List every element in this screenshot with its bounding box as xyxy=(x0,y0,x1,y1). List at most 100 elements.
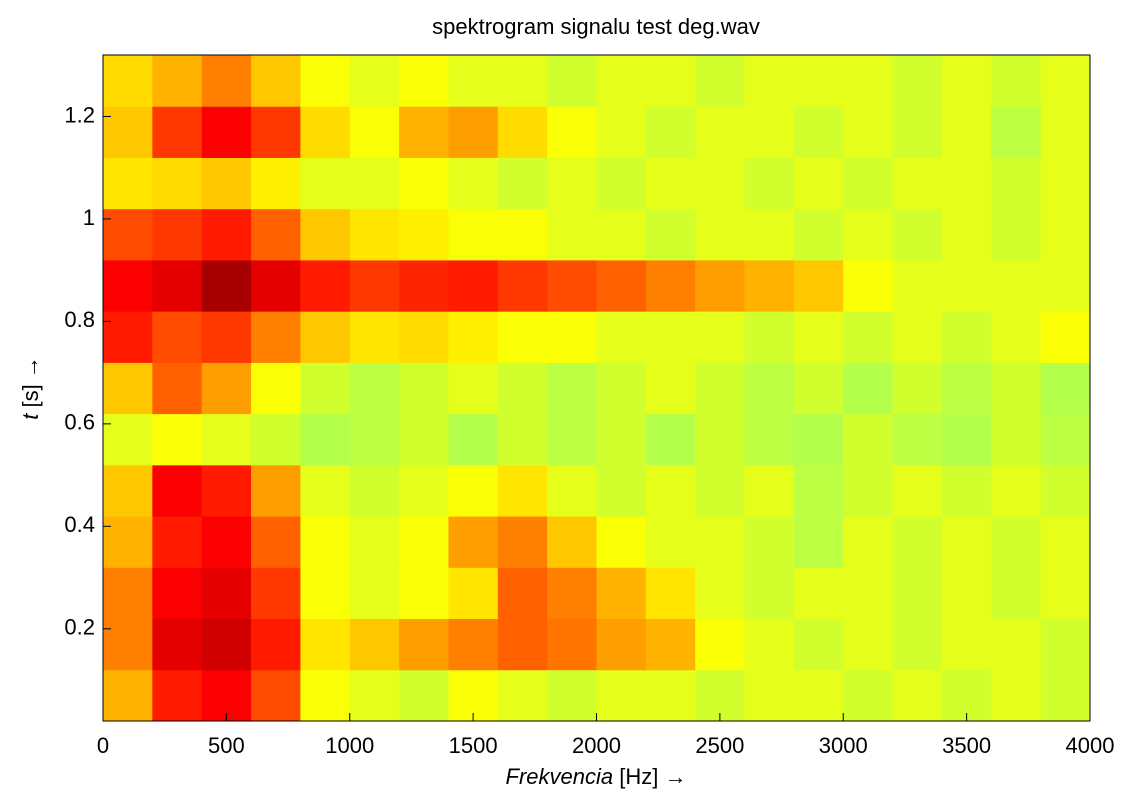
heatmap-cell xyxy=(744,208,795,261)
heatmap-cell xyxy=(201,106,252,158)
heatmap-cell xyxy=(596,516,647,568)
heatmap-cell xyxy=(793,259,844,312)
heatmap-cell xyxy=(349,516,400,568)
heatmap-cell xyxy=(399,208,449,261)
heatmap-cell xyxy=(695,55,746,107)
heatmap-cell xyxy=(843,413,894,466)
heatmap-cell xyxy=(547,618,597,671)
heatmap-cell xyxy=(349,208,400,261)
heatmap-cell xyxy=(695,669,746,722)
heatmap-cell xyxy=(645,157,696,210)
heatmap-cell xyxy=(547,669,597,722)
heatmap-cell xyxy=(1040,208,1091,261)
heatmap-cell xyxy=(201,669,252,722)
heatmap-cell xyxy=(843,106,894,158)
y-tick-label: 0.6 xyxy=(64,410,95,435)
heatmap-cell xyxy=(645,259,696,312)
heatmap-cell xyxy=(300,259,351,312)
heatmap-cell xyxy=(645,516,696,568)
heatmap-cell xyxy=(941,55,992,107)
x-tick-label: 3000 xyxy=(819,733,868,758)
heatmap-cell xyxy=(201,362,252,415)
x-axis-label-unit: [Hz] → xyxy=(619,764,686,789)
heatmap-cell xyxy=(497,311,548,363)
heatmap-cell xyxy=(201,516,252,568)
heatmap-cell xyxy=(991,618,1042,671)
heatmap-cell xyxy=(251,259,301,312)
heatmap-cell xyxy=(744,55,795,107)
heatmap-cell xyxy=(596,464,647,517)
y-tick-label: 0.4 xyxy=(64,512,95,537)
heatmap-cell xyxy=(892,157,943,210)
heatmap-cell xyxy=(547,567,597,620)
heatmap-cell xyxy=(103,55,153,107)
heatmap-cell xyxy=(103,362,153,415)
heatmap-cell xyxy=(448,157,499,210)
heatmap-cell xyxy=(399,669,449,722)
heatmap-cell xyxy=(399,311,449,363)
heatmap-cell xyxy=(695,311,746,363)
heatmap-cell xyxy=(152,413,203,466)
heatmap-cell xyxy=(744,669,795,722)
heatmap-cell xyxy=(399,157,449,210)
heatmap-cell xyxy=(892,516,943,568)
heatmap-cell xyxy=(695,208,746,261)
heatmap-cell xyxy=(497,362,548,415)
y-tick-label: 0.8 xyxy=(64,307,95,332)
heatmap-cell xyxy=(1040,618,1091,671)
heatmap-cell xyxy=(596,208,647,261)
y-tick-label: 1 xyxy=(83,205,95,230)
heatmap-cell xyxy=(991,106,1042,158)
heatmap-cell xyxy=(843,516,894,568)
heatmap-cell xyxy=(892,55,943,107)
heatmap-cell xyxy=(251,311,301,363)
heatmap-cell xyxy=(892,618,943,671)
heatmap-cell xyxy=(645,208,696,261)
heatmap-cell xyxy=(251,55,301,107)
heatmap-cell xyxy=(152,208,203,261)
heatmap-cell xyxy=(152,311,203,363)
heatmap-cell xyxy=(448,311,499,363)
heatmap-cell xyxy=(497,208,548,261)
heatmap-cell xyxy=(349,567,400,620)
heatmap-cell xyxy=(103,208,153,261)
heatmap-cell xyxy=(695,106,746,158)
heatmap-cell xyxy=(744,157,795,210)
heatmap-cell xyxy=(251,157,301,210)
heatmap-cell xyxy=(300,413,351,466)
heatmap-cell xyxy=(892,311,943,363)
heatmap-cell xyxy=(793,567,844,620)
heatmap-cell xyxy=(547,413,597,466)
x-tick-label: 4000 xyxy=(1066,733,1115,758)
heatmap-cell xyxy=(300,157,351,210)
heatmap-cell xyxy=(991,516,1042,568)
heatmap-cell xyxy=(399,567,449,620)
heatmap-cell xyxy=(1040,362,1091,415)
heatmap-cell xyxy=(399,618,449,671)
heatmap-cell xyxy=(448,106,499,158)
heatmap-cell xyxy=(941,516,992,568)
heatmap-cell xyxy=(399,55,449,107)
heatmap-cell xyxy=(1040,55,1091,107)
heatmap-cell xyxy=(695,516,746,568)
heatmap-cell xyxy=(399,362,449,415)
heatmap-cell xyxy=(152,55,203,107)
x-axis-label-italic: Frekvencia xyxy=(506,764,614,789)
heatmap-cell xyxy=(941,259,992,312)
heatmap-cell xyxy=(793,464,844,517)
axes: 0 500 1000 1500 2000 2500 3000 3500 4000 0.2 0.4 0.… xyxy=(64,54,1115,758)
heatmap-cell xyxy=(695,157,746,210)
heatmap-cell xyxy=(497,413,548,466)
heatmap-cell xyxy=(152,106,203,158)
heatmap-cell xyxy=(300,208,351,261)
heatmap-cell xyxy=(201,567,252,620)
x-tick-label: 1500 xyxy=(449,733,498,758)
heatmap-cell xyxy=(744,362,795,415)
heatmap-cell xyxy=(941,311,992,363)
heatmap-cell xyxy=(547,157,597,210)
heatmap-cell xyxy=(103,106,153,158)
heatmap-cell xyxy=(448,464,499,517)
heatmap-cell xyxy=(695,259,746,312)
heatmap-cell xyxy=(103,311,153,363)
